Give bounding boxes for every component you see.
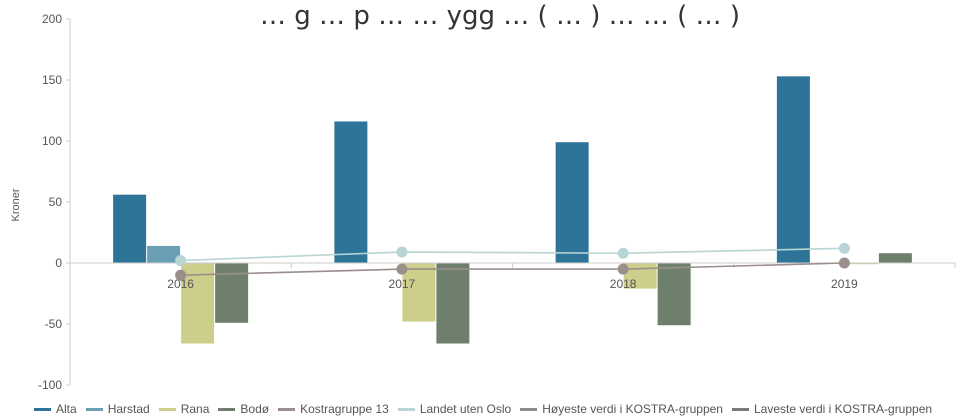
point-landet-uten-oslo	[175, 255, 187, 267]
bar-bod-	[436, 263, 470, 344]
y-tick-label: 200	[42, 12, 62, 26]
point-landet-uten-oslo	[838, 242, 850, 254]
legend-label: Alta	[56, 402, 77, 416]
point-kostragruppe-13	[396, 263, 408, 275]
legend: Alta Harstad Rana Bodø Kostragruppe 13 Landet…	[34, 402, 941, 416]
line-kostragruppe-13	[180, 262, 845, 276]
point-landet-uten-oslo	[617, 247, 629, 259]
y-tick-label: -100	[38, 378, 62, 392]
bar-harstad	[147, 245, 181, 263]
line-landet-uten-oslo	[180, 247, 845, 262]
legend-swatch	[34, 407, 51, 411]
point-kostragruppe-13	[617, 263, 629, 275]
bar-alta	[776, 76, 810, 263]
point-landet-uten-oslo	[396, 246, 408, 258]
legend-item[interactable]: Alta	[34, 402, 77, 416]
legend-label: Bodø	[240, 402, 270, 416]
plot-area: 200 150 100 50 0 -50 -100 2016 2017 2018 2019	[38, 12, 956, 392]
legend-item[interactable]: Harstad	[85, 402, 150, 416]
y-tick-label: 150	[42, 73, 62, 87]
legend-label: Laveste verdi i KOSTRA-gruppen	[753, 402, 933, 416]
legend-swatch	[397, 407, 415, 411]
legend-swatch	[158, 407, 176, 411]
legend-label: Høyeste verdi i KOSTRA-gruppen	[542, 402, 723, 416]
legend-label: Kostragruppe 13	[300, 402, 389, 416]
y-tick-label: 100	[42, 134, 62, 148]
bar-rana	[844, 263, 878, 265]
bar-rana	[402, 263, 436, 322]
x-tick-label: 2017	[389, 277, 416, 291]
y-tick-label: -50	[45, 317, 63, 331]
y-tick-label: 0	[55, 256, 62, 270]
legend-item[interactable]: Høyeste verdi i KOSTRA-gruppen	[520, 402, 723, 416]
point-kostragruppe-13	[175, 269, 187, 281]
bar-rana	[623, 263, 657, 289]
legend-swatch	[218, 407, 236, 411]
chart-title: … g … p … … ygg … ( … ) … … ( … )	[260, 1, 740, 31]
bar-alta	[334, 121, 368, 263]
x-tick-label: 2018	[610, 277, 637, 291]
legend-swatch	[85, 407, 103, 411]
bar-alta	[113, 194, 147, 263]
legend-item[interactable]: Rana	[158, 402, 210, 416]
x-tick-label: 2016	[167, 277, 194, 291]
bar-bod-	[215, 263, 249, 323]
y-tick-label: 50	[49, 195, 63, 209]
bar-rana	[181, 263, 215, 344]
legend-label: Landet uten Oslo	[419, 402, 512, 416]
legend-item[interactable]: Laveste verdi i KOSTRA-gruppen	[731, 402, 933, 416]
legend-swatch	[520, 407, 538, 411]
legend-item[interactable]: Landet uten Oslo	[397, 402, 512, 416]
bar-bod-	[657, 263, 691, 326]
y-axis-label: Kroner	[10, 188, 22, 221]
bar-alta	[555, 142, 589, 263]
x-tick-label: 2019	[831, 277, 858, 291]
bar-bod-	[878, 253, 912, 263]
legend-item[interactable]: Kostragruppe 13	[278, 402, 389, 416]
legend-label: Rana	[180, 402, 210, 416]
legend-item[interactable]: Bodø	[218, 402, 269, 416]
point-kostragruppe-13	[838, 257, 850, 269]
legend-swatch	[278, 407, 296, 411]
legend-label: Harstad	[107, 402, 150, 416]
legend-swatch	[731, 407, 749, 411]
